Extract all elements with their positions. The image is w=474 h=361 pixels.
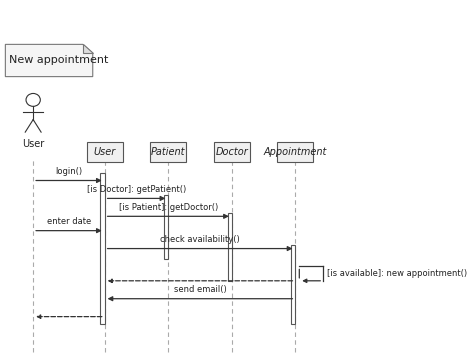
Text: [is available]: new appointment(): [is available]: new appointment()	[327, 269, 467, 278]
FancyBboxPatch shape	[87, 142, 123, 162]
Text: send email(): send email()	[173, 285, 227, 294]
Text: check availability(): check availability()	[160, 235, 240, 244]
Text: [is Patient]: getDoctor(): [is Patient]: getDoctor()	[118, 203, 218, 212]
Text: Doctor: Doctor	[215, 147, 248, 157]
Text: login(): login()	[55, 167, 82, 176]
FancyBboxPatch shape	[100, 173, 105, 324]
FancyBboxPatch shape	[228, 213, 232, 281]
Text: User: User	[22, 139, 44, 149]
FancyBboxPatch shape	[214, 142, 250, 162]
FancyBboxPatch shape	[277, 142, 313, 162]
Text: User: User	[93, 147, 116, 157]
Text: New appointment: New appointment	[9, 56, 109, 65]
FancyBboxPatch shape	[150, 142, 186, 162]
FancyBboxPatch shape	[292, 245, 295, 324]
Text: [is Doctor]: getPatient(): [is Doctor]: getPatient()	[87, 185, 186, 194]
Polygon shape	[5, 44, 93, 77]
Text: Patient: Patient	[151, 147, 185, 157]
Text: enter date: enter date	[47, 217, 91, 226]
Text: Appointment: Appointment	[264, 147, 327, 157]
Polygon shape	[83, 44, 93, 53]
FancyBboxPatch shape	[164, 195, 168, 259]
